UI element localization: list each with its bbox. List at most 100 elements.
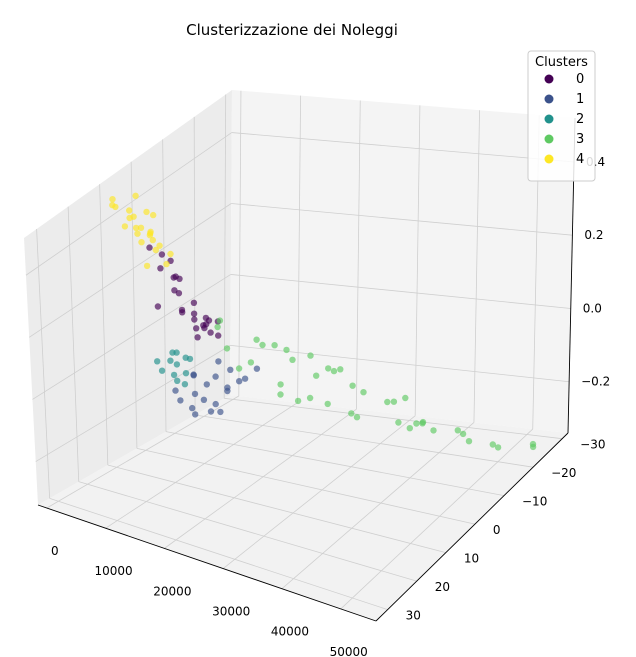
grid-y-floor (165, 431, 505, 497)
z-tick-label: −0.2 (581, 375, 610, 389)
point-cluster-3 (337, 366, 344, 373)
point-cluster-3 (419, 420, 426, 427)
point-cluster-1 (189, 404, 196, 412)
point-cluster-3 (307, 352, 314, 359)
point-cluster-3 (406, 425, 413, 432)
grid-x-back (355, 100, 361, 410)
y-tick-label: −20 (551, 466, 576, 480)
point-cluster-0 (215, 332, 222, 339)
legend-label: 4 (576, 152, 584, 167)
chart-title: Clusterizzazione dei Noleggi (186, 21, 398, 39)
point-cluster-3 (353, 414, 361, 421)
grid-y-left (67, 206, 80, 482)
grid-x-floor (281, 422, 475, 590)
point-cluster-2 (170, 371, 178, 379)
point-cluster-3 (235, 365, 243, 372)
legend-marker (544, 154, 554, 164)
y-tick-label: 10 (464, 552, 479, 566)
point-cluster-1 (203, 381, 210, 388)
point-cluster-0 (201, 324, 208, 332)
point-cluster-3 (489, 441, 496, 448)
grid-y-floor (136, 447, 475, 525)
y-tick-label: 0 (493, 523, 501, 537)
point-cluster-4 (152, 246, 159, 254)
point-cluster-4 (146, 232, 154, 239)
grid-y-left (193, 116, 196, 416)
grid-y-left (36, 229, 51, 499)
point-cluster-3 (306, 394, 314, 402)
point-cluster-0 (178, 306, 186, 314)
point-cluster-0 (194, 334, 201, 341)
grid-lines (25, 90, 575, 610)
point-cluster-3 (289, 356, 296, 363)
y-tick-label: −10 (522, 495, 547, 509)
grid-x-floor (105, 402, 298, 529)
grid-z-left (28, 203, 232, 338)
legend-label: 1 (576, 92, 584, 107)
point-cluster-2 (169, 349, 176, 356)
grid-z-back (231, 132, 575, 163)
x-tick-label: 30000 (212, 605, 250, 619)
point-cluster-1 (253, 365, 261, 372)
x-tick-label: 40000 (271, 625, 309, 639)
point-cluster-0 (190, 299, 198, 306)
point-cluster-1 (227, 366, 234, 373)
point-cluster-1 (190, 372, 197, 379)
point-cluster-1 (212, 400, 219, 408)
point-cluster-3 (390, 398, 398, 405)
point-cluster-1 (191, 390, 199, 398)
point-cluster-4 (134, 230, 141, 237)
grid-x-floor (222, 415, 416, 569)
point-cluster-4 (163, 260, 170, 268)
point-cluster-3 (360, 389, 367, 396)
point-cluster-3 (223, 345, 231, 352)
point-cluster-3 (324, 400, 331, 408)
point-cluster-3 (253, 336, 260, 343)
grid-y-floor (224, 397, 563, 440)
point-cluster-4 (150, 211, 157, 219)
legend-items: 0 1 2 3 4 (544, 72, 584, 167)
point-cluster-4 (143, 262, 151, 270)
point-cluster-3 (313, 372, 320, 379)
point-cluster-1 (207, 408, 215, 415)
point-cluster-3 (259, 341, 266, 349)
point-cluster-3 (325, 365, 332, 372)
point-cluster-0 (193, 325, 200, 332)
legend-frame (527, 50, 596, 182)
grid-x-floor (164, 408, 357, 549)
point-cluster-0 (176, 275, 183, 282)
point-cluster-0 (154, 303, 162, 310)
point-cluster-3 (349, 382, 356, 389)
grid-z-left (25, 132, 232, 276)
x-tick-label: 50000 (330, 645, 368, 657)
point-cluster-2 (167, 357, 174, 364)
point-cluster-4 (132, 192, 139, 199)
grid-z-left (35, 345, 231, 462)
point-cluster-2 (182, 370, 190, 377)
legend-marker (544, 114, 554, 124)
grid-y-floor (195, 414, 534, 468)
point-cluster-3 (430, 427, 437, 434)
grid-y-floor (78, 481, 417, 582)
point-cluster-3 (247, 359, 255, 366)
grid-z-left (32, 274, 232, 400)
point-cluster-0 (191, 316, 198, 323)
point-cluster-1 (241, 375, 249, 382)
point-cluster-4 (137, 224, 145, 231)
grid-z-back (230, 274, 571, 309)
point-cluster-0 (170, 274, 177, 281)
point-cluster-2 (186, 355, 194, 363)
y-tick-label: 20 (435, 580, 450, 594)
point-cluster-4 (132, 224, 140, 232)
point-cluster-3 (277, 381, 284, 388)
pane-floor (38, 395, 568, 621)
point-cluster-0 (146, 244, 153, 251)
point-cluster-3 (348, 410, 355, 417)
point-cluster-2 (181, 381, 189, 388)
pane-back (230, 90, 575, 433)
grid-y-left (162, 139, 167, 432)
point-cluster-3 (454, 427, 461, 434)
y-tick-label: 30 (406, 609, 421, 623)
point-cluster-3 (214, 323, 221, 331)
legend-label: 0 (576, 72, 584, 87)
